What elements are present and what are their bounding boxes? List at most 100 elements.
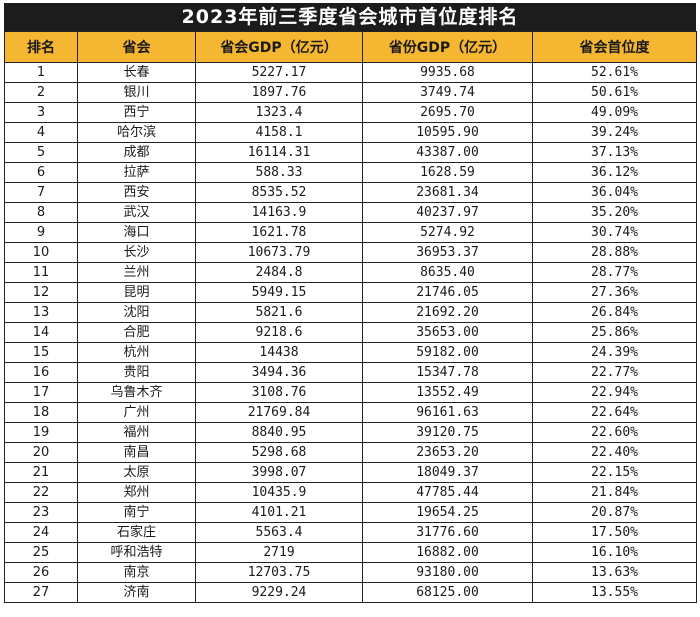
table-row: 13 沈阳 5821.6 21692.20 26.84% [4, 302, 697, 323]
rank-cell: 9 [4, 222, 78, 243]
city-cell: 武汉 [77, 202, 196, 223]
primacy-cell: 35.20% [532, 202, 697, 223]
primacy-cell: 17.50% [532, 522, 697, 543]
table-row: 5 成都 16114.31 43387.00 37.13% [4, 142, 697, 163]
table-row: 23 南宁 4101.21 19654.25 20.87% [4, 502, 697, 523]
table-row: 7 西安 8535.52 23681.34 36.04% [4, 182, 697, 203]
header-city-gdp: 省会GDP（亿元） [195, 31, 363, 63]
city-cell: 兰州 [77, 262, 196, 283]
rank-cell: 18 [4, 402, 78, 423]
header-city: 省会 [77, 31, 196, 63]
table-row: 18 广州 21769.84 96161.63 22.64% [4, 402, 697, 423]
province-gdp-cell: 2695.70 [362, 102, 533, 123]
rank-cell: 26 [4, 562, 78, 583]
rank-cell: 2 [4, 82, 78, 103]
rank-cell: 23 [4, 502, 78, 523]
city-gdp-cell: 2719 [195, 542, 363, 563]
header-rank: 排名 [4, 31, 78, 63]
city-cell: 太原 [77, 462, 196, 483]
primacy-cell: 27.36% [532, 282, 697, 303]
primacy-cell: 22.94% [532, 382, 697, 403]
primacy-cell: 28.77% [532, 262, 697, 283]
city-gdp-cell: 3494.36 [195, 362, 363, 383]
city-gdp-cell: 8840.95 [195, 422, 363, 443]
primacy-cell: 20.87% [532, 502, 697, 523]
header-province-gdp: 省份GDP（亿元） [362, 31, 533, 63]
city-gdp-cell: 14438 [195, 342, 363, 363]
primacy-cell: 36.04% [532, 182, 697, 203]
primacy-cell: 37.13% [532, 142, 697, 163]
rank-cell: 22 [4, 482, 78, 503]
city-cell: 拉萨 [77, 162, 196, 183]
table-row: 1 长春 5227.17 9935.68 52.61% [4, 62, 697, 83]
city-cell: 成都 [77, 142, 196, 163]
province-gdp-cell: 1628.59 [362, 162, 533, 183]
city-cell: 南宁 [77, 502, 196, 523]
primacy-cell: 30.74% [532, 222, 697, 243]
province-gdp-cell: 40237.97 [362, 202, 533, 223]
rank-cell: 27 [4, 582, 78, 603]
rank-cell: 5 [4, 142, 78, 163]
table-row: 26 南京 12703.75 93180.00 13.63% [4, 562, 697, 583]
city-gdp-cell: 3108.76 [195, 382, 363, 403]
table-row: 11 兰州 2484.8 8635.40 28.77% [4, 262, 697, 283]
primacy-cell: 21.84% [532, 482, 697, 503]
province-gdp-cell: 93180.00 [362, 562, 533, 583]
city-gdp-cell: 21769.84 [195, 402, 363, 423]
city-cell: 西安 [77, 182, 196, 203]
province-gdp-cell: 68125.00 [362, 582, 533, 603]
province-gdp-cell: 31776.60 [362, 522, 533, 543]
table-body: 1 长春 5227.17 9935.68 52.61% 2 银川 1897.76 3749.74… [4, 62, 697, 603]
city-cell: 合肥 [77, 322, 196, 343]
city-cell: 福州 [77, 422, 196, 443]
city-cell: 长沙 [77, 242, 196, 263]
city-cell: 郑州 [77, 482, 196, 503]
city-gdp-cell: 5563.4 [195, 522, 363, 543]
primacy-cell: 13.63% [532, 562, 697, 583]
rank-cell: 12 [4, 282, 78, 303]
city-gdp-cell: 16114.31 [195, 142, 363, 163]
city-cell: 沈阳 [77, 302, 196, 323]
province-gdp-cell: 21746.05 [362, 282, 533, 303]
province-gdp-cell: 43387.00 [362, 142, 533, 163]
primacy-cell: 49.09% [532, 102, 697, 123]
province-gdp-cell: 21692.20 [362, 302, 533, 323]
rank-cell: 20 [4, 442, 78, 463]
table-row: 8 武汉 14163.9 40237.97 35.20% [4, 202, 697, 223]
table-title: 2023年前三季度省会城市首位度排名 [4, 3, 696, 31]
city-cell: 哈尔滨 [77, 122, 196, 143]
city-cell: 石家庄 [77, 522, 196, 543]
province-gdp-cell: 59182.00 [362, 342, 533, 363]
city-gdp-cell: 10673.79 [195, 242, 363, 263]
city-cell: 杭州 [77, 342, 196, 363]
province-gdp-cell: 3749.74 [362, 82, 533, 103]
city-gdp-cell: 5821.6 [195, 302, 363, 323]
rank-cell: 4 [4, 122, 78, 143]
city-gdp-cell: 1621.78 [195, 222, 363, 243]
ranking-table: 排名 省会 省会GDP（亿元） 省份GDP（亿元） 省会首位度 1 长春 5227.… [4, 31, 697, 603]
rank-cell: 10 [4, 242, 78, 263]
province-gdp-cell: 13552.49 [362, 382, 533, 403]
rank-cell: 3 [4, 102, 78, 123]
city-cell: 呼和浩特 [77, 542, 196, 563]
province-gdp-cell: 10595.90 [362, 122, 533, 143]
city-gdp-cell: 588.33 [195, 162, 363, 183]
city-gdp-cell: 1323.4 [195, 102, 363, 123]
rank-cell: 11 [4, 262, 78, 283]
rank-cell: 14 [4, 322, 78, 343]
table-row: 27 济南 9229.24 68125.00 13.55% [4, 582, 697, 603]
city-cell: 南京 [77, 562, 196, 583]
primacy-cell: 22.77% [532, 362, 697, 383]
province-gdp-cell: 23653.20 [362, 442, 533, 463]
primacy-cell: 16.10% [532, 542, 697, 563]
table-row: 3 西宁 1323.4 2695.70 49.09% [4, 102, 697, 123]
header-primacy: 省会首位度 [532, 31, 697, 63]
table-header-row: 排名 省会 省会GDP（亿元） 省份GDP（亿元） 省会首位度 [4, 31, 697, 63]
province-gdp-cell: 5274.92 [362, 222, 533, 243]
city-cell: 济南 [77, 582, 196, 603]
rank-cell: 19 [4, 422, 78, 443]
rank-cell: 6 [4, 162, 78, 183]
city-cell: 乌鲁木齐 [77, 382, 196, 403]
city-gdp-cell: 9218.6 [195, 322, 363, 343]
table-row: 12 昆明 5949.15 21746.05 27.36% [4, 282, 697, 303]
